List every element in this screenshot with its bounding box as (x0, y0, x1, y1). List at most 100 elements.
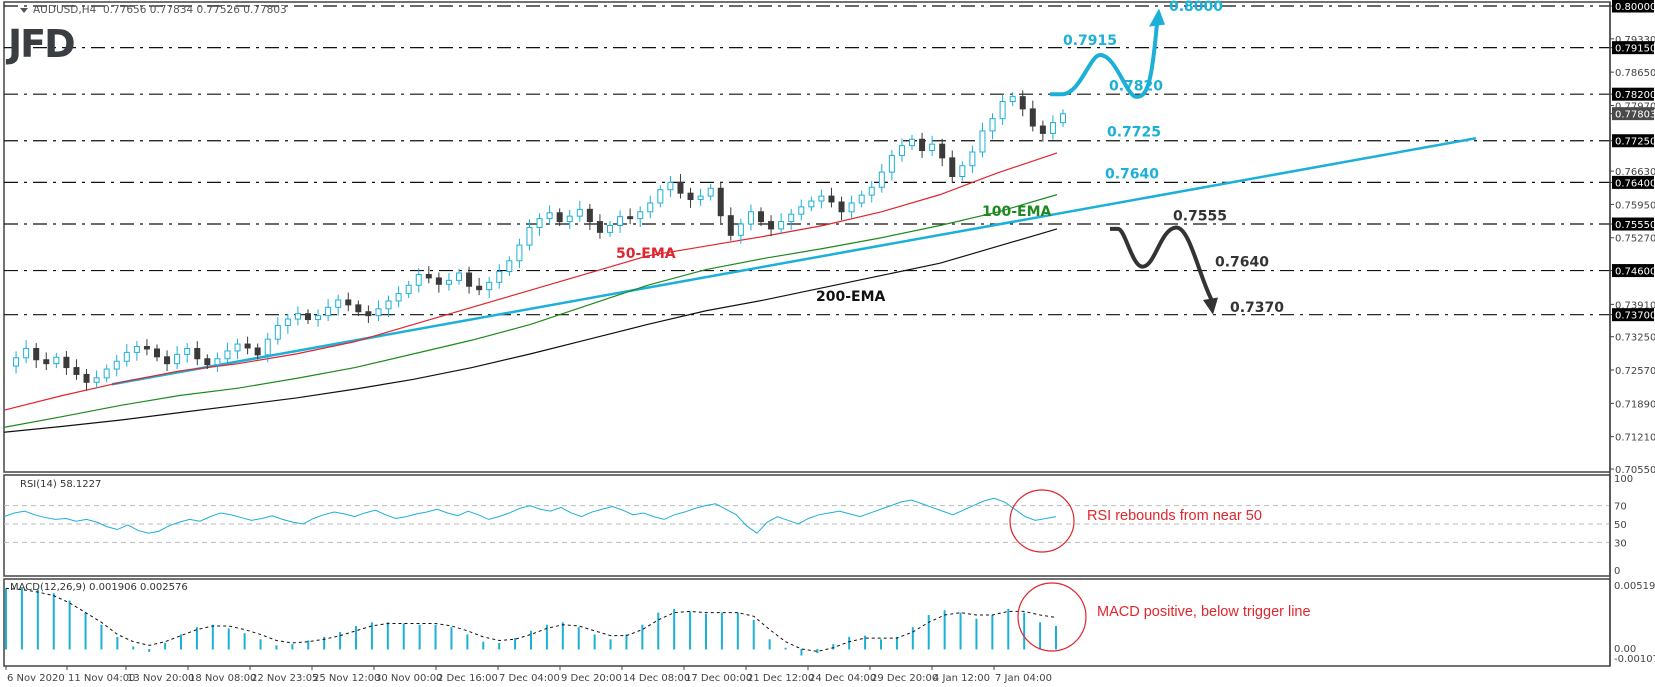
price-tick-label: 0.74600 (1615, 267, 1655, 278)
level-price-tag (1612, 308, 1654, 322)
macd-tick-label: -0.001075 (1614, 654, 1655, 665)
candle-body (63, 356, 70, 369)
candle-body (747, 211, 754, 225)
panel-frames (3, 1, 1611, 667)
candle-body (737, 223, 744, 236)
bearish-path (1110, 225, 1215, 304)
support-trendline[interactable] (111, 137, 1477, 386)
candle-body (607, 224, 613, 233)
rsi-tick-label: 30 (1614, 538, 1627, 549)
candle-body (677, 181, 684, 194)
down-arrow-icon (1203, 297, 1218, 315)
time-tick-label: 22 Nov 23:05 (251, 673, 318, 684)
candle-body (103, 368, 110, 379)
candle-body (566, 215, 573, 223)
candle-body (375, 308, 382, 317)
candle-body (415, 273, 422, 286)
candle-body (1049, 122, 1056, 134)
rsi-reference-lines (4, 505, 1610, 543)
candle-body (204, 358, 211, 366)
candle-body (1029, 108, 1036, 127)
candle-body (667, 181, 674, 191)
rsi-panel-frame (3, 474, 1611, 577)
candle-body (838, 201, 845, 213)
candle-body (717, 187, 724, 217)
time-tick-label: 29 Dec 20:00 (871, 673, 938, 684)
candle-body (989, 118, 996, 132)
candle-body (536, 218, 543, 228)
level-price-tag (1612, 134, 1654, 148)
candle-body (627, 216, 634, 220)
macd-tick-label: 0.005196 (1614, 581, 1655, 592)
annotation-label: 0.7640 (1215, 255, 1269, 271)
candle-body (164, 356, 171, 365)
price-panel-frame (3, 1, 1611, 473)
candle-body (184, 347, 191, 355)
price-tick-label: 0.78650 (1615, 68, 1655, 79)
horizontal-levels (4, 5, 1610, 316)
candle-body (33, 347, 40, 361)
annotation-label: 0.7820 (1109, 78, 1163, 94)
candle-body (1019, 96, 1026, 110)
candle-body (617, 216, 624, 226)
candle-body (154, 348, 160, 358)
ema-lines (3, 152, 1058, 433)
candle-body (596, 221, 603, 233)
candle-body (93, 377, 100, 383)
candle-body (546, 212, 553, 220)
price-tick-label: 0.72570 (1615, 366, 1655, 377)
candle-body (23, 347, 30, 359)
rsi-line (3, 497, 1057, 534)
price-tick-label: 0.79330 (1615, 35, 1655, 46)
candle-body (1060, 113, 1066, 124)
scenario-arrows (1050, 8, 1218, 315)
candle-body (949, 157, 956, 178)
price-tick-label: 0.79150 (1615, 44, 1655, 55)
ema-line (3, 228, 1058, 433)
candle-body (254, 347, 261, 356)
candle-body (456, 272, 462, 281)
candle-body (43, 359, 50, 365)
candle-body (576, 208, 583, 217)
dropdown-triangle-icon[interactable] (20, 7, 28, 13)
candle-body (435, 277, 442, 285)
time-tick-label: 2 Dec 16:00 (437, 673, 498, 684)
time-tick-label: 7 Jan 04:00 (995, 673, 1052, 684)
ema-line (3, 152, 1058, 411)
candle-body (697, 195, 704, 201)
chart-annotations: 0.8000 0.7915 0.7820 0.7725 0.7640 0.7555 0.76… (616, 0, 1284, 316)
candle-body (83, 373, 90, 383)
candle-body (1009, 96, 1016, 103)
candle-body (133, 346, 140, 353)
annotation-label: 0.7915 (1063, 33, 1117, 49)
candle-body (445, 279, 452, 285)
annotation-label: 0.7640 (1105, 166, 1159, 182)
candle-body (818, 195, 825, 202)
candle-body (365, 311, 372, 317)
candle-body (325, 306, 332, 317)
candle-body (53, 356, 60, 365)
macd-tick-label: 0.00 (1614, 644, 1636, 655)
candle-body (929, 143, 936, 152)
bullish-path (1050, 22, 1159, 99)
time-tick-label: 11 Nov 04:00 (68, 673, 135, 684)
macd-note: MACD positive, below trigger line (1097, 604, 1311, 620)
candle-body (264, 338, 271, 356)
time-tick-label: 25 Nov 12:00 (313, 673, 380, 684)
candle-body (707, 187, 714, 197)
candle-body (768, 221, 775, 230)
price-tick-label: 0.73910 (1615, 300, 1655, 311)
price-tick-label: 0.77803 (1615, 110, 1655, 121)
rsi-tick-label: 70 (1614, 502, 1627, 513)
trendline[interactable] (111, 137, 1477, 386)
candle-body (214, 358, 221, 366)
candle-body (294, 313, 301, 320)
level-price-tag (1612, 264, 1654, 278)
candle-body (526, 226, 533, 246)
candle-body (798, 206, 805, 215)
candle-body (1039, 125, 1046, 134)
macd-histogram (5, 587, 1057, 656)
time-tick-label: 24 Dec 04:00 (809, 673, 876, 684)
